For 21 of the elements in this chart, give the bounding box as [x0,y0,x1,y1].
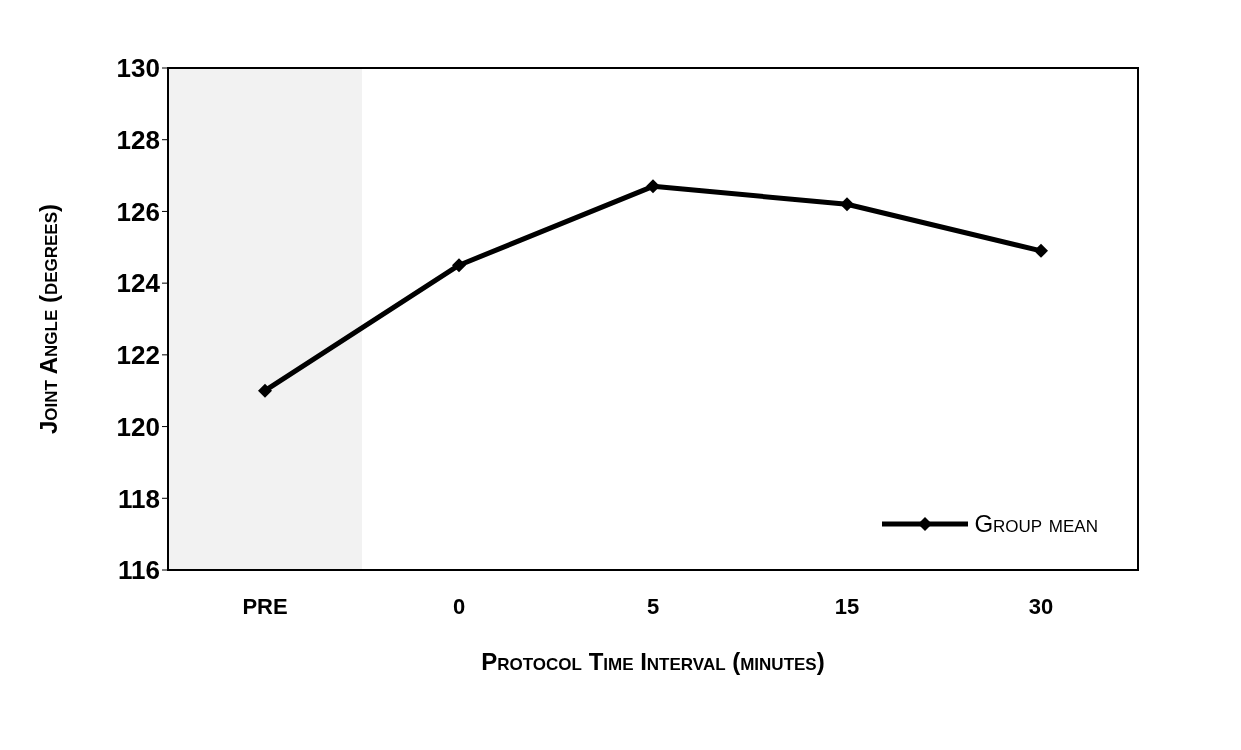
x-tick-label: 15 [834,593,860,619]
x-tick-label: 0 [452,593,466,619]
x-tick-label: 30 [1028,593,1054,619]
point [646,179,660,194]
y-tick-label: 128 [116,124,160,155]
y-tick-label: 124 [116,268,161,299]
y-axis-title: Joint Angle (degrees) [34,203,62,435]
y-tick-label: 130 [116,53,160,84]
point [840,197,854,212]
y-tick-label: 120 [116,411,160,442]
x-tick-label: 5 [646,593,660,619]
legend-label: Group mean [974,510,1098,538]
y-tick-label: 122 [116,340,160,371]
x-axis-title: Protocol Time Interval (minutes) [481,648,825,675]
y-tick-label: 116 [118,555,160,586]
y-tick-label: 126 [116,196,160,227]
y-tick-label: 118 [118,483,160,514]
point [1034,243,1048,258]
point [258,383,272,398]
x-tick-label: PRE [242,593,288,619]
point [452,258,466,273]
